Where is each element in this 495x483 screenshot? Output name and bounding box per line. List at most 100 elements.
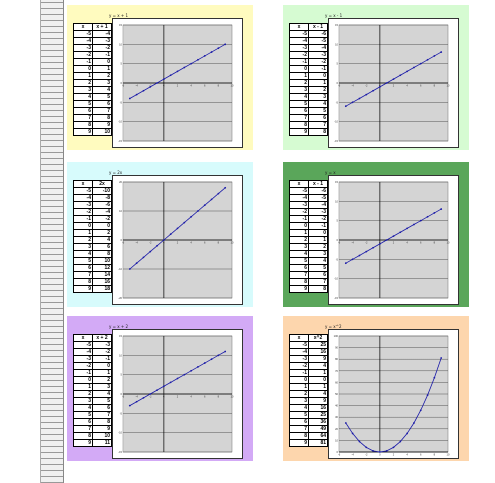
chart-area[interactable]: 15 10 5 0 -5 -10 -15 -6 -4 -2 0 2 4 6 8 10 [328,175,459,305]
table-cell[interactable]: 7 [308,278,328,286]
table-cell[interactable]: 5 [92,93,112,101]
table-cell[interactable]: 0 [308,72,328,80]
table-cell[interactable]: 2 [308,243,328,251]
table-cell[interactable]: -2 [289,362,309,370]
table-cell[interactable]: 36 [308,418,328,426]
table-cell[interactable]: 5 [289,411,309,419]
table-cell[interactable]: 18 [92,285,112,293]
table-cell[interactable]: 5 [289,100,309,108]
table-cell[interactable]: 0 [92,222,112,230]
table-cell[interactable]: -6 [308,30,328,38]
table-cell[interactable]: 4 [73,93,93,101]
table-cell[interactable]: 7 [289,114,309,122]
table-cell[interactable]: 1 [308,383,328,391]
table-cell[interactable]: 8 [73,278,93,286]
table-cell[interactable]: 7 [73,114,93,122]
table-cell[interactable]: 1 [73,383,93,391]
table-cell[interactable]: -1 [289,215,309,223]
table-cell[interactable]: -3 [289,201,309,209]
table-cell[interactable]: 6 [308,271,328,279]
table-cell[interactable]: 2 [308,86,328,94]
table-cell[interactable]: -10 [92,187,112,195]
table-cell[interactable]: 7 [73,425,93,433]
table-cell[interactable]: -3 [289,44,309,52]
table-cell[interactable]: 4 [73,250,93,258]
table-cell[interactable]: 7 [73,271,93,279]
table-cell[interactable]: 2 [289,236,309,244]
table-cell[interactable]: 4 [308,100,328,108]
table-cell[interactable]: 6 [92,243,112,251]
table-cell[interactable]: 1 [289,229,309,237]
table-cell[interactable]: 1 [308,369,328,377]
table-cell[interactable]: 5 [73,411,93,419]
table-cell[interactable]: 5 [73,100,93,108]
table-cell[interactable]: 1 [73,72,93,80]
table-cell[interactable]: 6 [289,264,309,272]
table-cell[interactable]: 7 [289,271,309,279]
table-cell[interactable]: 6 [289,107,309,115]
table-cell[interactable]: 9 [289,439,309,447]
table-cell[interactable]: -2 [73,208,93,216]
table-cell[interactable]: 12 [92,264,112,272]
table-cell[interactable]: 0 [92,58,112,66]
table-cell[interactable]: 4 [73,404,93,412]
table-cell[interactable]: -3 [92,37,112,45]
table-cell[interactable]: 5 [289,257,309,265]
table-cell[interactable]: -5 [289,30,309,38]
table-cell[interactable]: 3 [308,250,328,258]
table-cell[interactable]: 10 [92,432,112,440]
table-cell[interactable]: 9 [92,121,112,129]
table-cell[interactable]: -4 [73,348,93,356]
table-cell[interactable]: 7 [92,107,112,115]
table-cell[interactable]: -4 [289,348,309,356]
table-cell[interactable]: 4 [308,257,328,265]
table-cell[interactable]: 9 [289,128,309,136]
table-cell[interactable]: 3 [289,397,309,405]
table-cell[interactable]: -2 [308,215,328,223]
table-cell[interactable]: 10 [92,128,112,136]
table-cell[interactable]: -1 [308,65,328,73]
table-cell[interactable]: -2 [73,362,93,370]
table-cell[interactable]: 8 [73,121,93,129]
table-cell[interactable]: 4 [92,236,112,244]
table-cell[interactable]: 9 [308,355,328,363]
table-cell[interactable]: -5 [308,194,328,202]
table-cell[interactable]: 11 [92,439,112,447]
table-cell[interactable]: 0 [73,376,93,384]
table-header-cell[interactable]: x [73,23,93,31]
table-cell[interactable]: 16 [92,278,112,286]
table-cell[interactable]: 9 [73,128,93,136]
table-cell[interactable]: 2 [73,390,93,398]
table-cell[interactable]: -2 [92,348,112,356]
table-cell[interactable]: 2 [289,390,309,398]
table-header-cell[interactable]: x [289,23,309,31]
chart-area[interactable]: 100 90 80 70 60 50 40 30 20 10 0 -6 -4 -2 0 2 4 6 8 10 [328,329,459,459]
table-cell[interactable]: -2 [308,58,328,66]
table-cell[interactable]: 9 [289,285,309,293]
table-cell[interactable]: 1 [289,383,309,391]
table-cell[interactable]: 5 [308,264,328,272]
table-cell[interactable]: 8 [289,432,309,440]
table-cell[interactable]: 1 [73,229,93,237]
table-cell[interactable]: 8 [73,432,93,440]
table-cell[interactable]: 6 [308,114,328,122]
table-cell[interactable]: 8 [92,250,112,258]
table-cell[interactable]: 0 [73,222,93,230]
table-header-cell[interactable]: x [289,334,309,342]
table-cell[interactable]: 4 [289,250,309,258]
table-cell[interactable]: 9 [73,285,93,293]
table-header-cell[interactable]: x^2 [308,334,328,342]
table-cell[interactable]: 16 [308,404,328,412]
chart-area[interactable]: 15 10 5 0 -5 -10 -15 -6 -4 -2 0 2 4 6 8 10 [112,18,243,148]
table-cell[interactable]: 8 [289,121,309,129]
table-cell[interactable]: 5 [92,397,112,405]
table-cell[interactable]: 4 [289,404,309,412]
table-cell[interactable]: -6 [308,187,328,195]
table-cell[interactable]: -4 [92,30,112,38]
table-cell[interactable]: 8 [289,278,309,286]
table-cell[interactable]: -5 [73,187,93,195]
table-cell[interactable]: -3 [289,355,309,363]
table-cell[interactable]: -4 [289,37,309,45]
table-cell[interactable]: 7 [92,411,112,419]
table-header-cell[interactable]: x + 1 [92,23,112,31]
